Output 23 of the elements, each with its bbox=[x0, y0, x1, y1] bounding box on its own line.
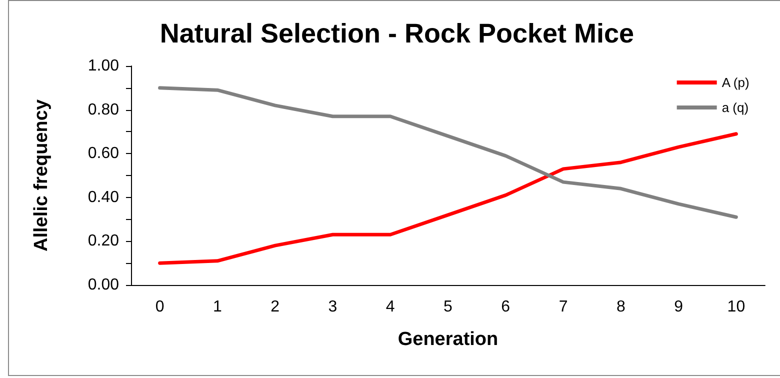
y-tick-label: 0.80 bbox=[88, 101, 120, 118]
x-tick-label: 0 bbox=[155, 298, 164, 316]
x-tick-label: 9 bbox=[674, 298, 684, 316]
x-tick-label: 5 bbox=[444, 298, 453, 316]
chart-title: Natural Selection - Rock Pocket Mice bbox=[160, 18, 634, 48]
legend-label: A (p) bbox=[722, 75, 750, 90]
y-tick-label: 1.00 bbox=[88, 58, 120, 74]
x-axis-title: Generation bbox=[398, 329, 498, 350]
x-tick-label: 7 bbox=[558, 298, 568, 316]
x-tick-label: 6 bbox=[501, 298, 510, 316]
x-tick-label: 4 bbox=[386, 298, 395, 316]
y-tick-label: 0.00 bbox=[88, 276, 120, 294]
y-tick-label: 0.40 bbox=[88, 188, 120, 206]
y-tick-label: 0.60 bbox=[88, 145, 120, 162]
x-tick-label: 1 bbox=[213, 298, 222, 316]
line-series bbox=[158, 132, 738, 265]
x-tick-label: 8 bbox=[616, 298, 626, 316]
x-tick-label: 3 bbox=[328, 298, 338, 316]
x-tick-label: 10 bbox=[727, 298, 746, 316]
legend-label: a (q) bbox=[722, 100, 749, 115]
y-tick-label: 0.20 bbox=[88, 232, 120, 250]
x-tick-label: 2 bbox=[270, 298, 280, 316]
y-axis-title: Allelic frequency bbox=[31, 99, 52, 252]
